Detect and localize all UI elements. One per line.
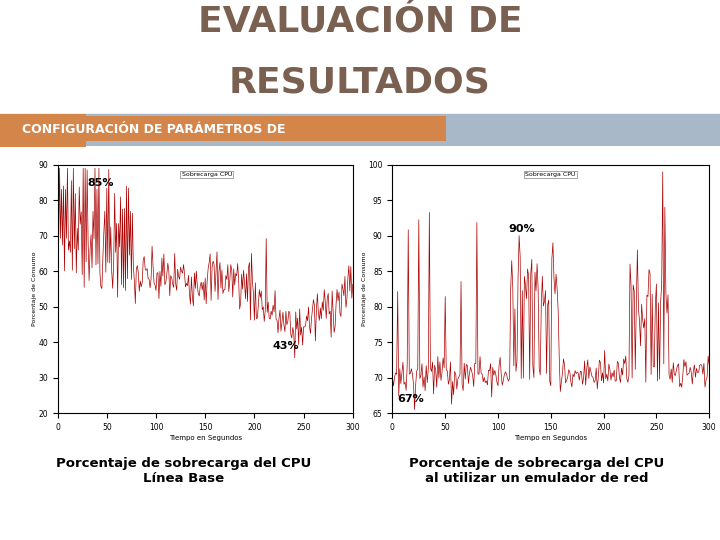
Text: Sobrecarga CPU: Sobrecarga CPU bbox=[526, 172, 576, 177]
Bar bbox=[0, 114, 86, 147]
Bar bbox=[14, 116, 446, 141]
X-axis label: Tiempo en Segundos: Tiempo en Segundos bbox=[514, 435, 588, 441]
Text: Porcentaje de sobrecarga del CPU
al utilizar un emulador de red: Porcentaje de sobrecarga del CPU al util… bbox=[409, 457, 664, 485]
Text: Porcentaje de sobrecarga del CPU
Línea Base: Porcentaje de sobrecarga del CPU Línea B… bbox=[56, 457, 311, 485]
Y-axis label: Porcentaje de Consumo: Porcentaje de Consumo bbox=[32, 252, 37, 326]
Y-axis label: Porcentaje de Consumo: Porcentaje de Consumo bbox=[361, 252, 366, 326]
Text: 67%: 67% bbox=[397, 394, 424, 404]
Text: EVALUACIÓN DE: EVALUACIÓN DE bbox=[198, 4, 522, 38]
Text: 90%: 90% bbox=[508, 224, 535, 234]
Text: 85%: 85% bbox=[87, 178, 114, 188]
Bar bbox=[0, 114, 720, 147]
Text: 43%: 43% bbox=[272, 341, 299, 351]
Text: RESULTADOS: RESULTADOS bbox=[229, 65, 491, 99]
Text: Sobrecarga CPU: Sobrecarga CPU bbox=[181, 172, 232, 177]
X-axis label: Tiempo en Segundos: Tiempo en Segundos bbox=[168, 435, 242, 441]
Text: CONFIGURACIÓN DE PARÁMETROS DE: CONFIGURACIÓN DE PARÁMETROS DE bbox=[22, 123, 285, 136]
